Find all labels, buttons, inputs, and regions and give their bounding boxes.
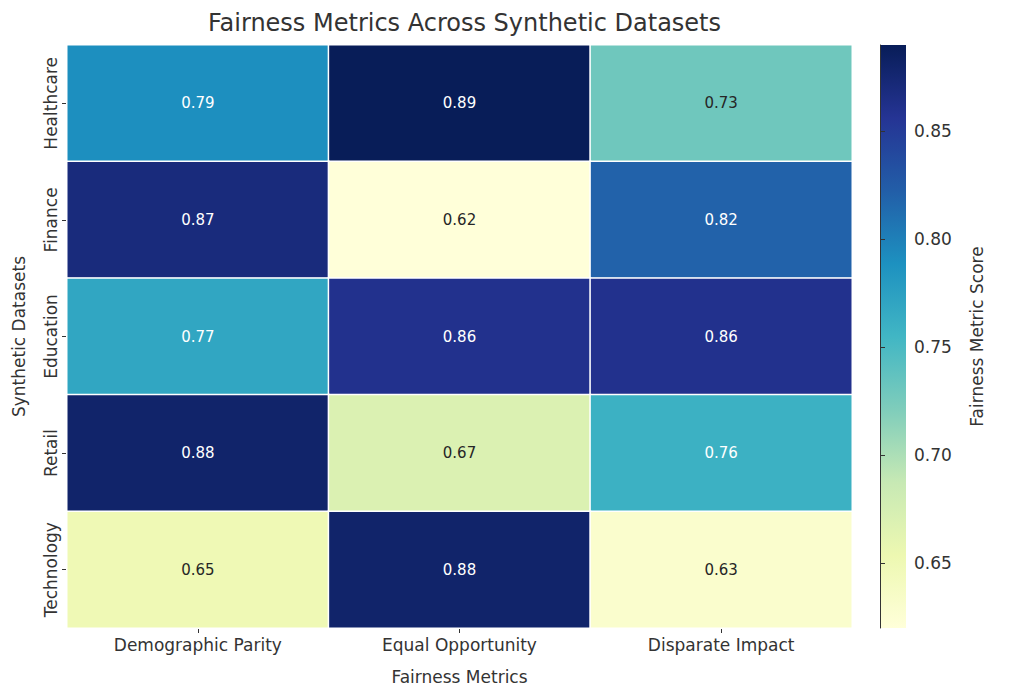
svg-text:Fairness Metrics Across Synthe: Fairness Metrics Across Synthetic Datase… xyxy=(208,9,721,37)
svg-text:Retail: Retail xyxy=(41,429,61,477)
svg-text:Equal Opportunity: Equal Opportunity xyxy=(382,635,537,655)
svg-text:0.70: 0.70 xyxy=(914,445,952,465)
svg-text:Technology: Technology xyxy=(41,522,61,618)
svg-text:0.77: 0.77 xyxy=(181,328,214,346)
svg-text:0.86: 0.86 xyxy=(443,328,476,346)
svg-text:0.89: 0.89 xyxy=(443,94,476,112)
svg-text:0.88: 0.88 xyxy=(443,561,476,579)
svg-text:0.65: 0.65 xyxy=(181,561,214,579)
svg-text:Fairness Metrics: Fairness Metrics xyxy=(391,667,527,687)
svg-text:0.85: 0.85 xyxy=(914,121,952,141)
svg-text:0.67: 0.67 xyxy=(443,444,476,462)
svg-text:0.65: 0.65 xyxy=(914,553,952,573)
svg-text:0.79: 0.79 xyxy=(181,94,214,112)
svg-text:0.73: 0.73 xyxy=(704,94,737,112)
svg-text:Healthcare: Healthcare xyxy=(41,57,61,150)
svg-text:0.75: 0.75 xyxy=(914,337,952,357)
svg-text:Disparate Impact: Disparate Impact xyxy=(648,635,795,655)
svg-text:0.62: 0.62 xyxy=(443,211,476,229)
svg-text:0.63: 0.63 xyxy=(704,561,737,579)
svg-text:0.88: 0.88 xyxy=(181,444,214,462)
svg-text:0.82: 0.82 xyxy=(704,211,737,229)
svg-text:Education: Education xyxy=(41,294,61,379)
svg-text:Synthetic Datasets: Synthetic Datasets xyxy=(9,256,29,417)
svg-text:Fairness Metric Score: Fairness Metric Score xyxy=(967,246,987,426)
svg-text:0.80: 0.80 xyxy=(914,229,952,249)
svg-text:0.86: 0.86 xyxy=(704,328,737,346)
svg-text:0.87: 0.87 xyxy=(181,211,214,229)
svg-text:0.76: 0.76 xyxy=(704,444,737,462)
svg-text:Demographic Parity: Demographic Parity xyxy=(114,635,282,655)
svg-text:Finance: Finance xyxy=(41,187,61,252)
